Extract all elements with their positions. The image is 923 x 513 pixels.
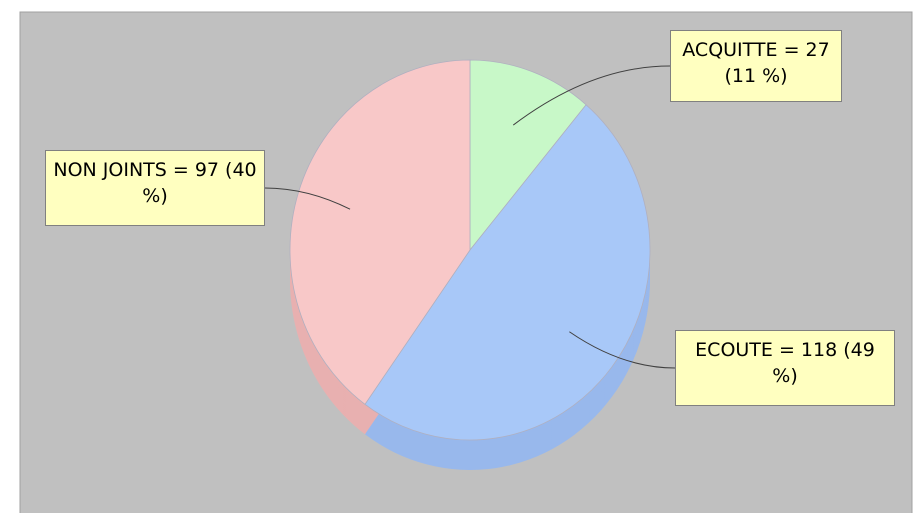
label-box: ACQUITTE = 27 (11 %) xyxy=(670,30,842,102)
label-box: ECOUTE = 118 (49 %) xyxy=(675,330,895,406)
data-label: NON JOINTS = 97 (40 %) xyxy=(45,150,265,226)
leader-line xyxy=(264,187,351,210)
data-label: ACQUITTE = 27 (11 %) xyxy=(670,30,842,102)
slice xyxy=(364,104,651,441)
label-box: NON JOINTS = 97 (40 %) xyxy=(45,150,265,226)
leader-line xyxy=(569,331,676,369)
leader-line xyxy=(512,65,671,126)
slice xyxy=(469,59,587,252)
data-label: ECOUTE = 118 (49 %) xyxy=(675,330,895,406)
